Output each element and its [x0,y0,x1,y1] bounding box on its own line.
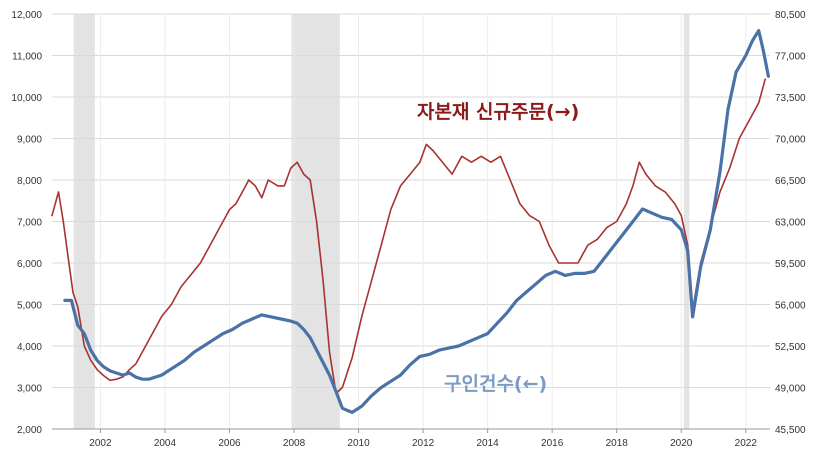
y-right-tick-label: 70,000 [775,135,806,146]
y-right-tick-label: 49,000 [775,384,806,395]
x-tick-label: 2020 [670,438,693,449]
series-label-capital-goods-orders: 자본재 신규주문(→) [417,101,579,123]
x-tick-label: 2018 [606,438,629,449]
grid-lines [52,13,770,430]
x-tick-label: 2016 [541,438,564,449]
y-left-tick-label: 2,000 [17,425,42,436]
x-tick-label: 2022 [735,438,758,449]
y-right-tick-label: 45,500 [775,425,806,436]
y-left-tick-label: 4,000 [17,342,42,353]
y-right-tick-label: 77,000 [775,52,806,63]
x-tick-label: 2008 [283,438,306,449]
y-left-tick-label: 3,000 [17,384,42,395]
y-right-tick-label: 59,500 [775,259,806,270]
series-label-job-openings: 구인건수(←) [444,373,547,395]
y-left-tick-label: 6,000 [17,259,42,270]
y-right-tick-label: 56,000 [775,301,806,312]
x-tick-label: 2006 [218,438,241,449]
series-line-job-openings [63,29,771,414]
y-left-tick-label: 12,000 [11,10,42,21]
series-lines [51,29,771,414]
y-left-tick-label: 11,000 [12,52,42,63]
x-tick-label: 2002 [89,438,112,449]
axes: 2,000 3,000 4,000 5,000 6,000 7,000 8,000 9,000… [11,10,806,449]
y-left-tick-label: 8,000 [17,176,42,187]
y-right-tick-label: 52,500 [775,342,806,353]
x-tick-label: 2004 [154,438,177,449]
y-left-tick-label: 5,000 [17,301,42,312]
series-labels: 자본재 신규주문(→) 구인건수(←) [417,101,579,395]
x-tick-label: 2012 [412,438,435,449]
series-line-capital-goods-orders [51,78,767,395]
y-right-tick-label: 63,000 [775,218,806,229]
x-tick-label: 2014 [477,438,500,449]
y-right-tick-label: 80,500 [775,10,806,21]
y-left-tick-label: 7,000 [17,218,42,229]
x-tick-label: 2010 [347,438,370,449]
y-left-tick-label: 9,000 [17,135,42,146]
y-right-tick-label: 73,500 [775,93,806,104]
y-right-tick-label: 66,500 [775,176,806,187]
y-left-tick-label: 10,000 [11,93,42,104]
